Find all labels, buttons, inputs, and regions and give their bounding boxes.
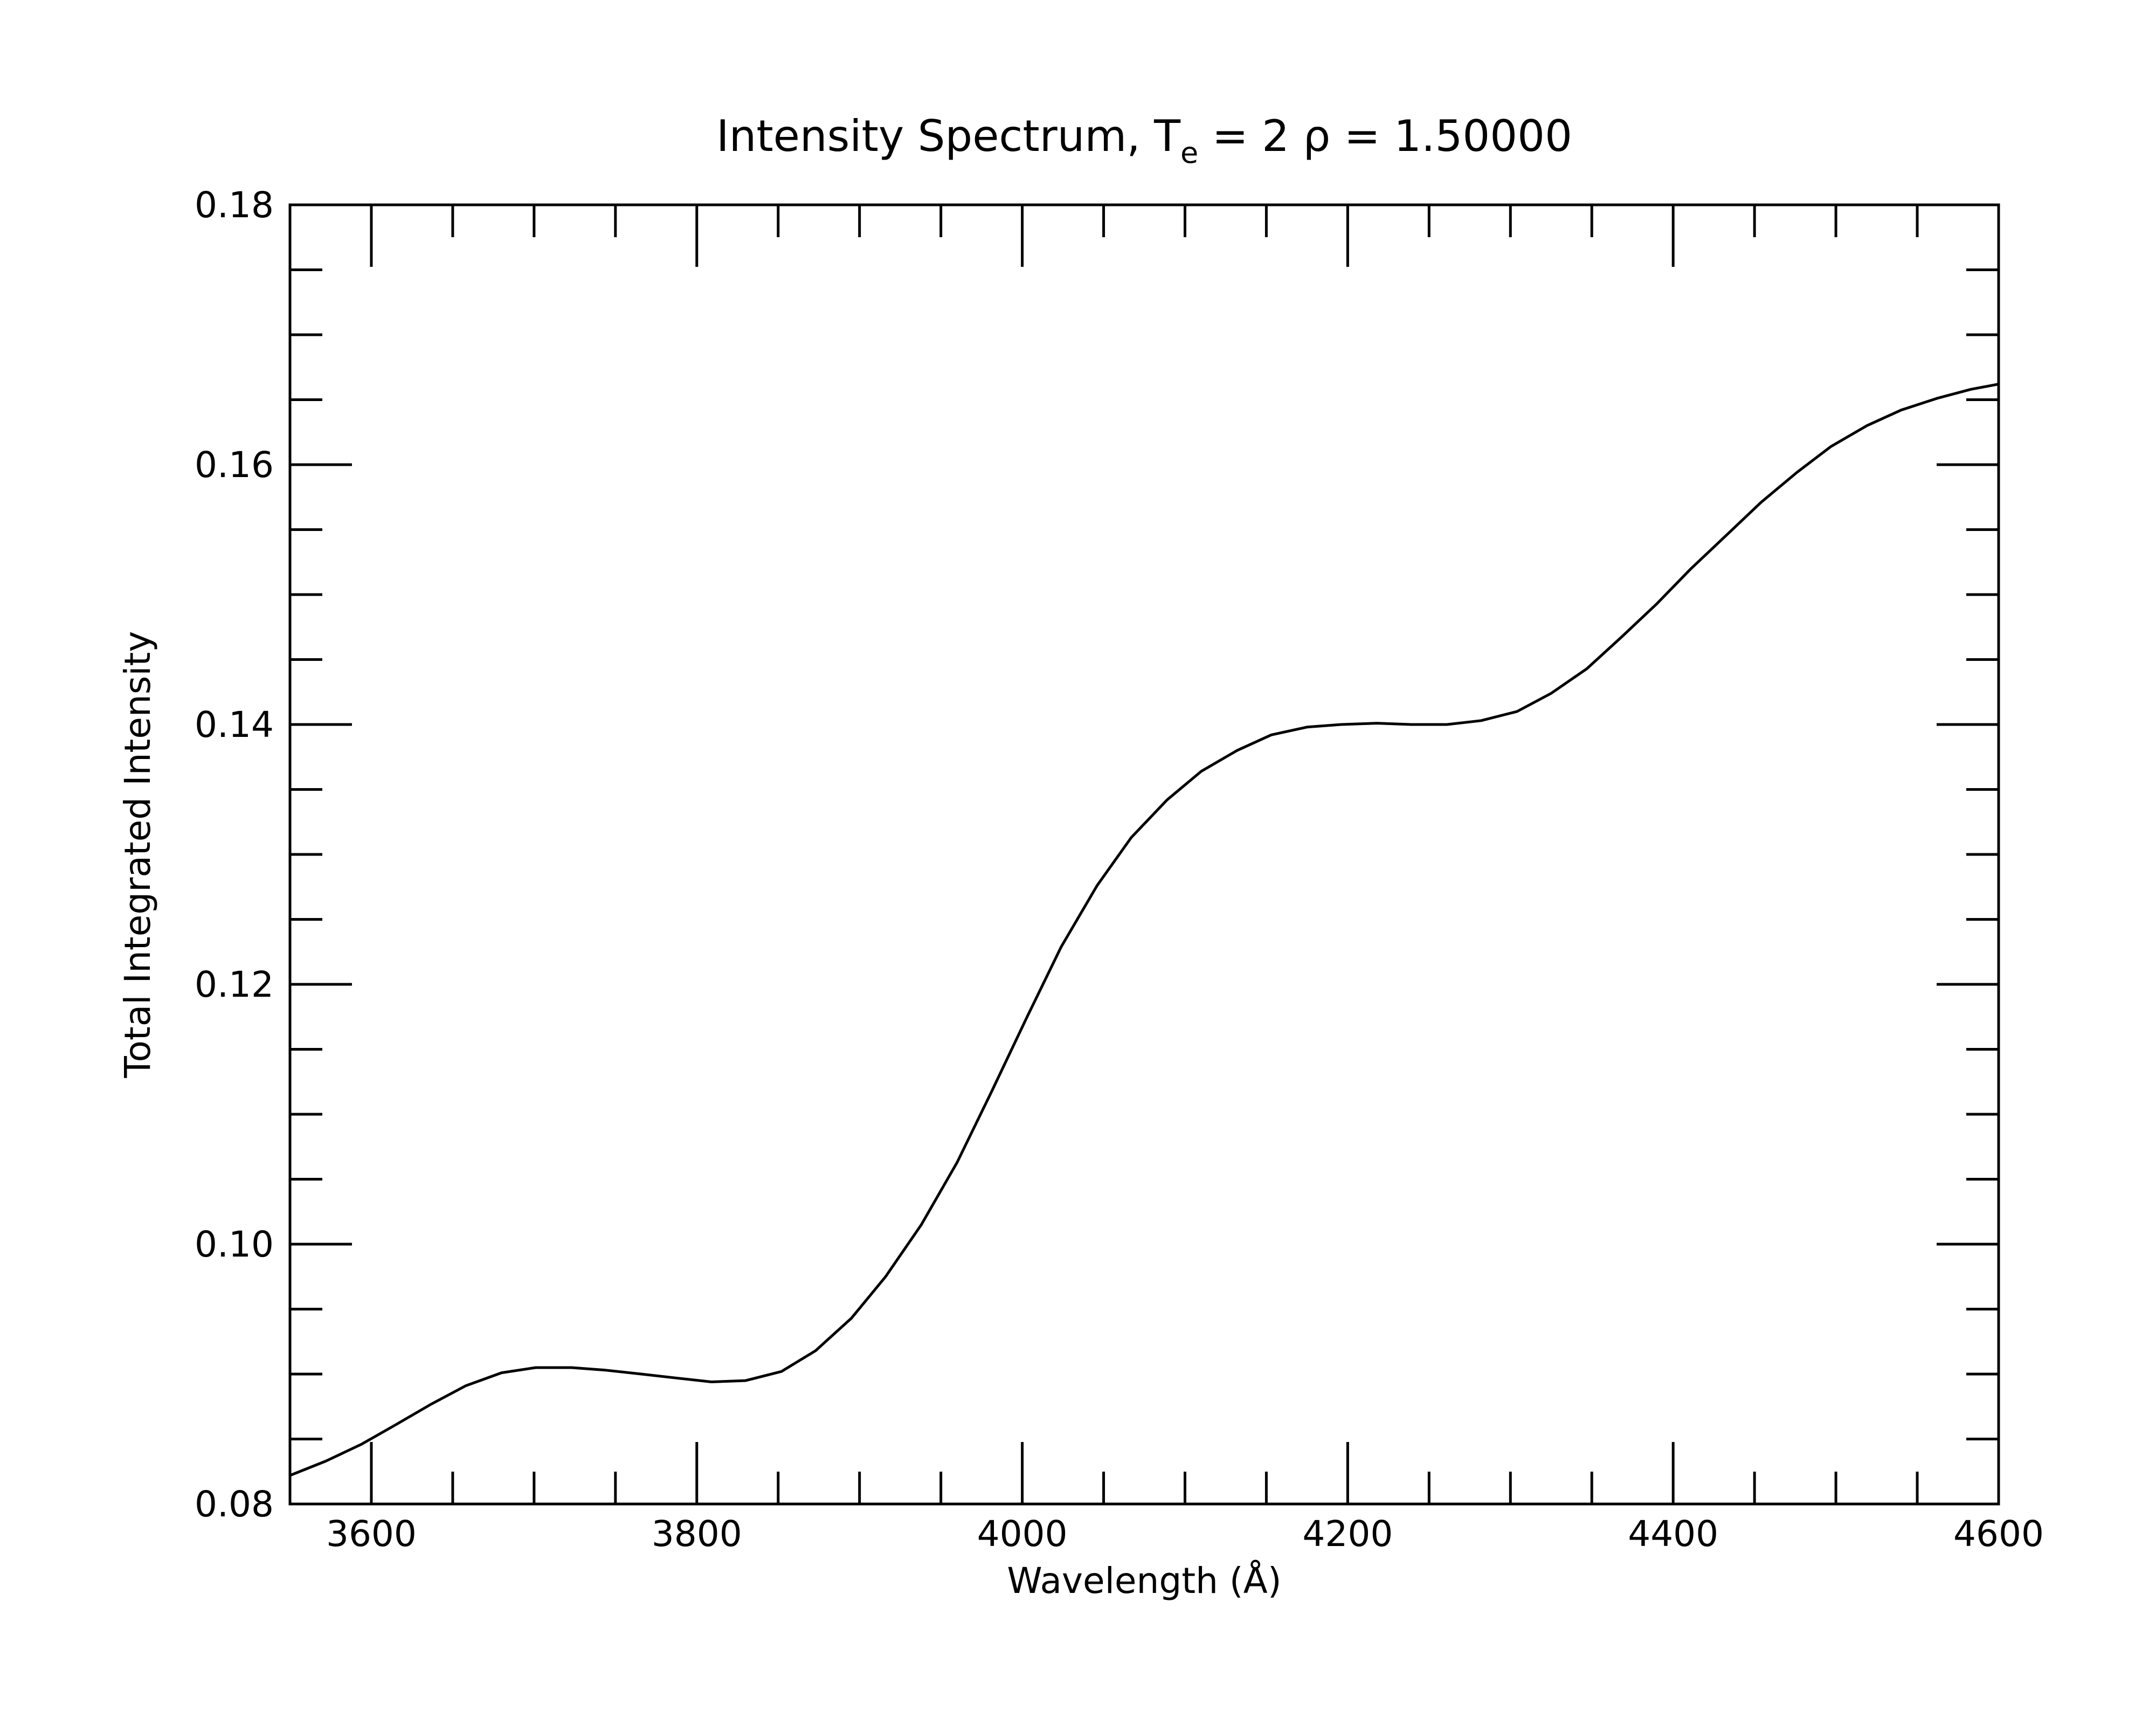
plot-frame	[288, 203, 2000, 1506]
chart-title-prefix: Intensity Spectrum, T	[716, 111, 1181, 161]
x-tick-label: 4400	[1628, 1513, 1718, 1555]
x-tick-label: 3600	[326, 1513, 417, 1555]
y-axis-label: Total Integrated Intensity	[117, 631, 158, 1079]
y-tick-label: 0.14	[195, 704, 274, 746]
chart-title: Intensity Spectrum, Te = 2 ρ = 1.50000	[716, 111, 1572, 170]
x-tick-label: 3800	[652, 1513, 742, 1555]
y-tick-label: 0.18	[195, 184, 274, 226]
series-line	[289, 383, 1999, 1477]
y-tick-label: 0.12	[195, 964, 274, 1005]
x-tick-label: 4600	[1953, 1513, 2044, 1555]
x-tick-label: 4000	[977, 1513, 1068, 1555]
x-axis-label: Wavelength (Å)	[1007, 1560, 1281, 1602]
tick-labels: 3600 3800 4000 4200 4400 4600 0.08 0.10 0.12 0.14…	[195, 184, 2044, 1555]
chart-title-subscript: e	[1180, 136, 1198, 170]
y-tick-label: 0.16	[195, 444, 274, 486]
y-tick-label: 0.08	[195, 1484, 274, 1525]
chart-title-suffix: = 2 ρ = 1.50000	[1198, 111, 1572, 161]
axis-ticks	[288, 203, 2000, 1506]
y-tick-label: 0.10	[195, 1224, 274, 1265]
x-tick-label: 4200	[1302, 1513, 1393, 1555]
